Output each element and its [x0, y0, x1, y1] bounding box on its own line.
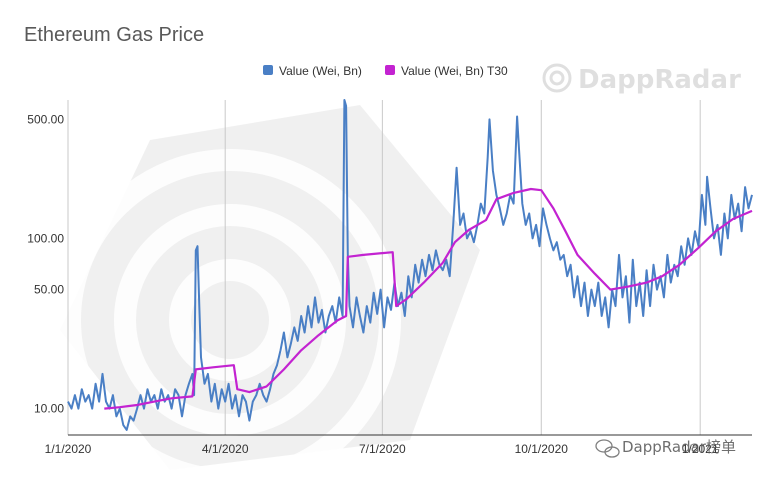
- series-layer: [67, 99, 753, 431]
- legend-swatch-t30: [385, 65, 395, 75]
- tick-labels: 1/1/2020 4/1/2020 7/1/2020 10/1/2020 1/2021 1…: [27, 112, 719, 456]
- grid: [67, 100, 752, 436]
- series-line-value: [67, 99, 753, 431]
- x-tick-label: 7/1/2020: [359, 442, 406, 456]
- legend-label-t30: Value (Wei, Bn) T30: [401, 64, 508, 78]
- legend-swatch-value: [263, 65, 273, 75]
- wechat-icon: [595, 439, 620, 458]
- chart-title: Ethereum Gas Price: [24, 24, 205, 46]
- series-line-t30: [104, 187, 753, 410]
- y-tick-label: 10.00: [34, 402, 64, 416]
- x-tick-label: 10/1/2020: [515, 442, 569, 456]
- y-tick-label: 100.00: [27, 231, 64, 245]
- y-tick-label: 50.00: [34, 283, 64, 297]
- x-tick-label: 4/1/2020: [202, 442, 249, 456]
- legend-label-value: Value (Wei, Bn): [279, 64, 362, 78]
- watermark-logo-text: DappRadar: [578, 65, 741, 95]
- caption-text: DappRadar榜单: [622, 438, 736, 456]
- x-tick-label: 1/1/2020: [45, 442, 92, 456]
- dappradar-logo-icon: [542, 63, 572, 93]
- legend: Value (Wei, Bn) Value (Wei, Bn) T30: [263, 64, 508, 78]
- y-tick-label: 500.00: [27, 112, 64, 126]
- x-tick-label: 1/2021: [682, 442, 719, 456]
